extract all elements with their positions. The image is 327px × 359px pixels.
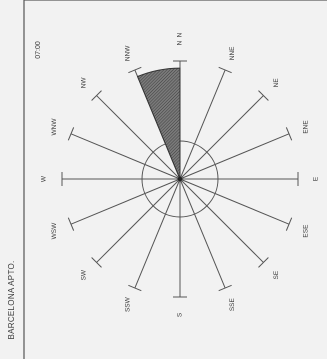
spoke-end-tick-ese bbox=[285, 217, 293, 231]
direction-label-s: S bbox=[177, 312, 184, 317]
frequency-sector-nnw-n bbox=[136, 67, 181, 180]
direction-label-sw: SW bbox=[81, 269, 88, 280]
spoke-sw bbox=[96, 178, 181, 263]
spoke-end-tick-sse bbox=[218, 284, 232, 292]
spoke-ssw bbox=[134, 178, 181, 289]
wind-rose: N NNE NE ENE E ESE SE SSE S SSW SW WSW W WNW NW NNW N bbox=[41, 32, 320, 317]
direction-label-se: SE bbox=[273, 270, 280, 279]
direction-label-ese: ESE bbox=[302, 224, 309, 238]
chart-frame bbox=[23, 0, 327, 359]
direction-label-e: E bbox=[313, 176, 320, 181]
center-point bbox=[177, 176, 183, 182]
north-marker: N bbox=[177, 32, 184, 37]
spoke-end-tick-nw bbox=[91, 90, 102, 101]
direction-label-ene: ENE bbox=[302, 120, 309, 134]
direction-label-ssw: SSW bbox=[125, 296, 132, 312]
direction-label-wsw: WSW bbox=[51, 222, 58, 239]
spoke-wnw bbox=[70, 133, 181, 180]
spoke-end-tick-wsw bbox=[67, 217, 75, 231]
spoke-ese bbox=[179, 178, 290, 225]
spoke-end-tick-se bbox=[258, 257, 269, 268]
direction-label-nnw: NNW bbox=[125, 45, 132, 61]
spoke-ne bbox=[179, 95, 264, 180]
spoke-end-tick-ene bbox=[285, 127, 293, 141]
spoke-nw bbox=[96, 95, 181, 180]
direction-label-sse: SSE bbox=[229, 297, 236, 311]
spoke-se bbox=[179, 178, 264, 263]
spoke-end-tick-wnw bbox=[67, 127, 75, 141]
spoke-end-tick-ne bbox=[258, 90, 269, 101]
direction-label-ne: NE bbox=[273, 78, 280, 88]
period-label: 07:00 bbox=[35, 41, 42, 59]
direction-label-nw: NW bbox=[81, 77, 88, 89]
spoke-end-tick-ssw bbox=[128, 284, 142, 292]
direction-label-nne: NNE bbox=[229, 46, 236, 60]
direction-label-wnw: WNW bbox=[51, 118, 58, 136]
station-title: BARCELONA APTO. bbox=[7, 260, 16, 339]
spoke-wsw bbox=[70, 178, 181, 225]
spoke-nne bbox=[179, 69, 226, 180]
spoke-ene bbox=[179, 133, 290, 180]
direction-label-w: W bbox=[41, 175, 48, 182]
spoke-sse bbox=[179, 178, 226, 289]
spoke-end-tick-nne bbox=[218, 66, 232, 74]
direction-label-n: N bbox=[177, 40, 184, 45]
spoke-end-tick-sw bbox=[91, 257, 102, 268]
spoke-end-tick-nnw bbox=[128, 66, 142, 74]
